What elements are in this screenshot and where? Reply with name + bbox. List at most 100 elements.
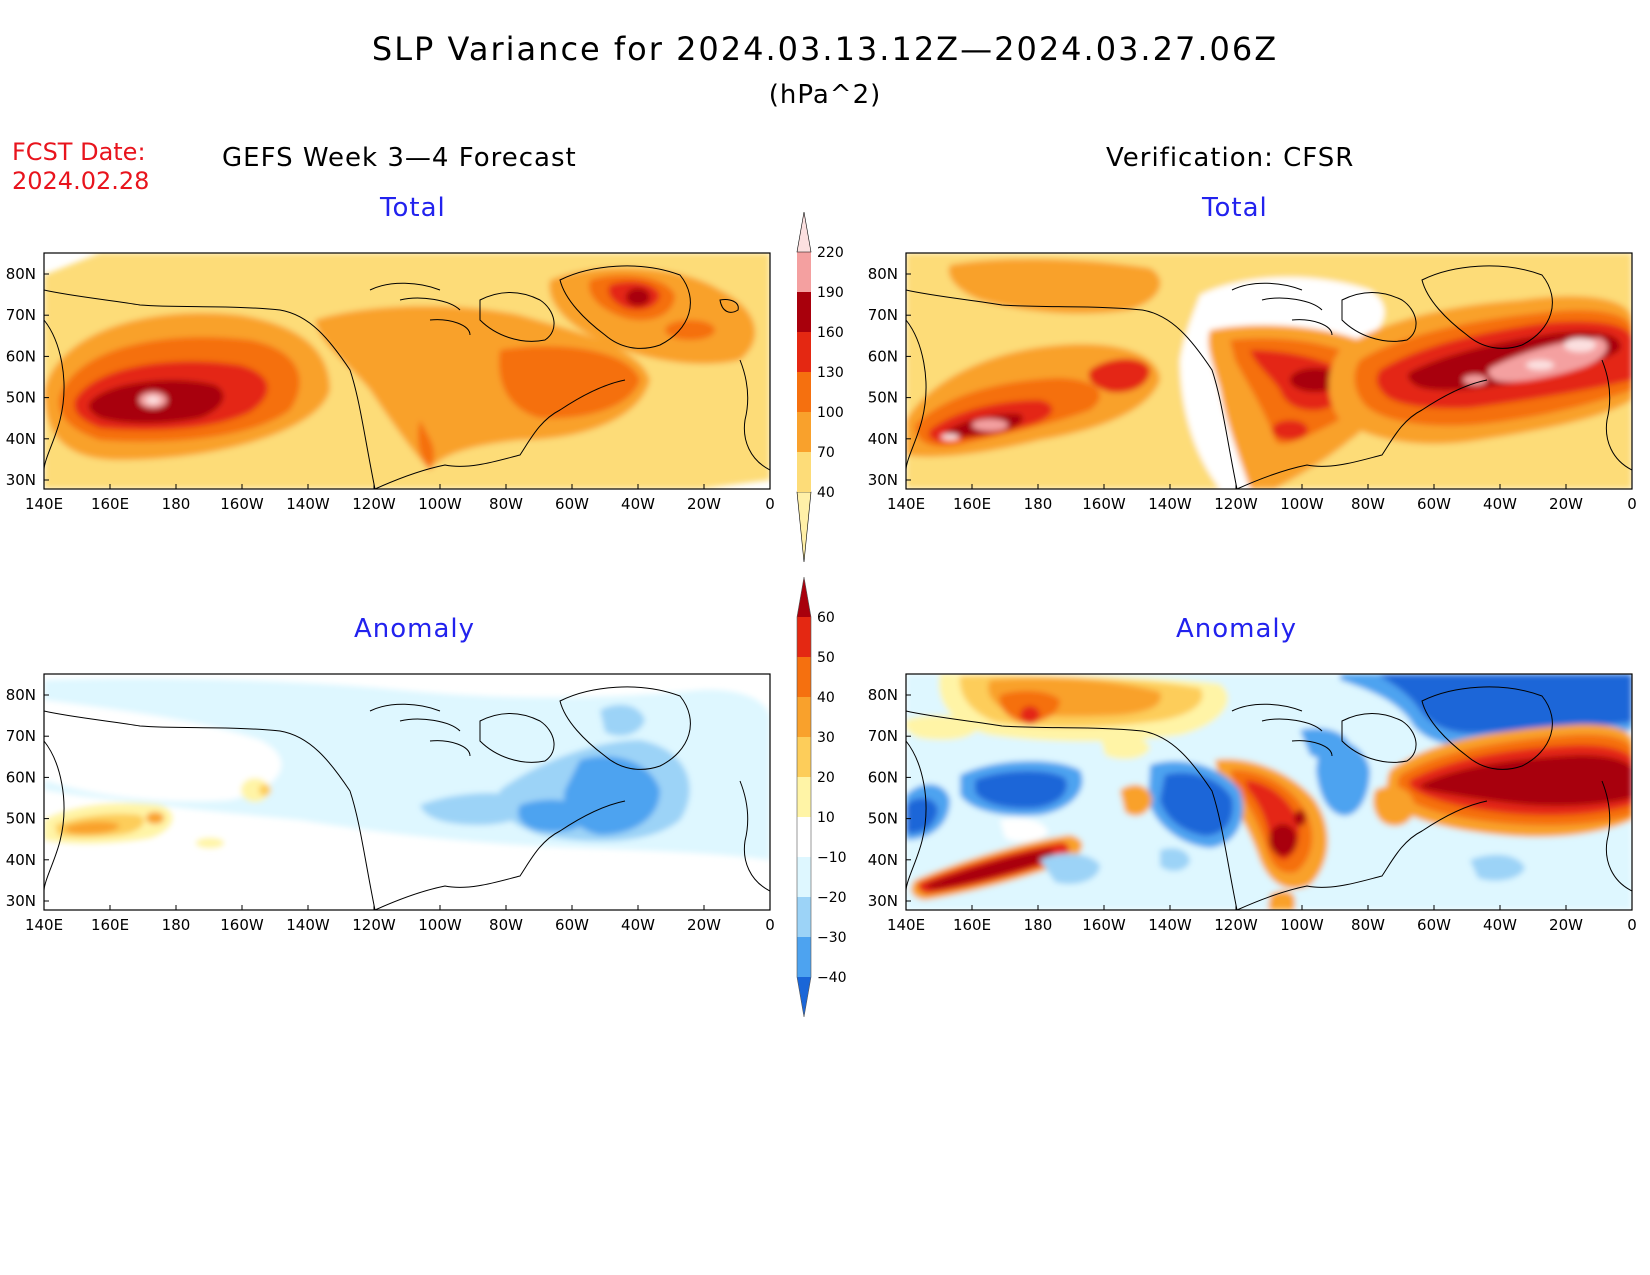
lon-tick-label: 80W bbox=[489, 495, 523, 513]
lat-tick-label: 80N bbox=[868, 686, 898, 704]
right-column-title: Verification: CFSR bbox=[1106, 143, 1355, 173]
colorbar-segment bbox=[797, 657, 811, 697]
colorbar-label: −40 bbox=[817, 970, 847, 986]
lat-tick-label: 40N bbox=[868, 851, 898, 869]
colorbar-anomaly: 60 50 40 30 20 10 −10 −20 −30 −40 bbox=[796, 576, 847, 1018]
lon-tick-label: 120W bbox=[352, 495, 396, 513]
lon-tick-label: 140E bbox=[25, 916, 63, 934]
lon-tick-label: 40W bbox=[621, 495, 655, 513]
colorbar-segment bbox=[797, 577, 811, 617]
colorbar-label: −30 bbox=[817, 930, 847, 946]
colorbar-label: 70 bbox=[817, 445, 835, 461]
lon-tick-label: 140W bbox=[1148, 916, 1192, 934]
lon-tick-label: 20W bbox=[1549, 495, 1583, 513]
coastlines-bottom-left bbox=[44, 686, 770, 910]
lon-tick-label: 60W bbox=[555, 495, 589, 513]
lon-tick-label: 20W bbox=[1549, 916, 1583, 934]
colorbar-segment bbox=[797, 937, 811, 977]
lon-tick-label: 140E bbox=[887, 495, 925, 513]
coastlines-top-left bbox=[44, 265, 770, 489]
lat-tick-label: 80N bbox=[868, 265, 898, 283]
lon-tick-label: 180 bbox=[1024, 916, 1053, 934]
colorbar-label: −20 bbox=[817, 890, 847, 906]
lon-tick-label: 0 bbox=[765, 495, 775, 513]
lat-tick-label: 30N bbox=[6, 892, 36, 910]
lat-tick-label: 60N bbox=[868, 768, 898, 786]
colorbar-segment bbox=[797, 817, 811, 857]
colorbar-segment bbox=[796, 211, 812, 253]
bottom-left-panel-label: Anomaly bbox=[354, 614, 476, 644]
lon-tick-label: 140W bbox=[286, 495, 330, 513]
panel-frame bbox=[43, 252, 771, 490]
lat-tick-label: 50N bbox=[6, 389, 36, 407]
lon-tick-label: 140W bbox=[1148, 495, 1192, 513]
axes-layer: 140E 160E 180 160W 140W 120W 100W 80W 60W 40W 20W 0… bbox=[6, 265, 1637, 934]
colorbar-segment bbox=[797, 452, 811, 492]
colorbar-label: 190 bbox=[817, 285, 844, 301]
lon-tick-label: 160E bbox=[953, 495, 991, 513]
lon-tick-label: 100W bbox=[418, 916, 462, 934]
lon-tick-label: 20W bbox=[687, 495, 721, 513]
left-column-title: GEFS Week 3—4 Forecast bbox=[222, 143, 577, 173]
lon-tick-label: 100W bbox=[1280, 495, 1324, 513]
panel-forecast-total bbox=[43, 252, 771, 490]
lon-tick-label: 0 bbox=[765, 916, 775, 934]
lat-tick-label: 40N bbox=[6, 430, 36, 448]
lon-tick-label: 40W bbox=[1483, 916, 1517, 934]
colorbar-label: 40 bbox=[817, 690, 835, 706]
colorbar-outline bbox=[796, 576, 812, 1018]
lon-tick-label: 120W bbox=[352, 916, 396, 934]
colorbar-label: 160 bbox=[817, 325, 844, 341]
colorbar-label: 10 bbox=[817, 810, 835, 826]
lon-tick-label: 80W bbox=[489, 916, 523, 934]
lat-tick-label: 70N bbox=[6, 306, 36, 324]
colorbar-segment bbox=[797, 737, 811, 777]
lon-tick-label: 140E bbox=[25, 495, 63, 513]
lon-tick-label: 100W bbox=[418, 495, 462, 513]
lon-tick-label: 60W bbox=[1417, 495, 1451, 513]
panel-frame bbox=[43, 673, 771, 911]
colorbar-label: 100 bbox=[817, 405, 844, 421]
lon-tick-label: 180 bbox=[162, 495, 191, 513]
lon-tick-label: 80W bbox=[1351, 916, 1385, 934]
colorbar-segment bbox=[797, 412, 811, 452]
colorbar-label: 20 bbox=[817, 770, 835, 786]
colorbar-segment bbox=[797, 252, 811, 292]
colorbar-label: 220 bbox=[817, 245, 844, 261]
lat-tick-label: 70N bbox=[868, 727, 898, 745]
lat-tick-label: 60N bbox=[6, 768, 36, 786]
lon-tick-label: 20W bbox=[687, 916, 721, 934]
units-label: (hPa^2) bbox=[768, 80, 882, 110]
lat-tick-label: 30N bbox=[868, 892, 898, 910]
lat-tick-label: 50N bbox=[868, 810, 898, 828]
lon-tick-label: 160E bbox=[953, 916, 991, 934]
page-title: SLP Variance for 2024.03.13.12Z—2024.03.… bbox=[371, 30, 1279, 68]
lon-tick-label: 140E bbox=[887, 916, 925, 934]
lon-tick-label: 180 bbox=[1024, 495, 1053, 513]
lat-tick-label: 30N bbox=[6, 471, 36, 489]
lat-tick-label: 50N bbox=[868, 389, 898, 407]
lon-tick-label: 0 bbox=[1627, 495, 1637, 513]
colorbar-label: 130 bbox=[817, 365, 844, 381]
colorbar-segment bbox=[797, 777, 811, 817]
lon-tick-label: 120W bbox=[1214, 916, 1258, 934]
lat-tick-label: 80N bbox=[6, 265, 36, 283]
lat-tick-label: 30N bbox=[868, 471, 898, 489]
lon-tick-label: 160W bbox=[220, 495, 264, 513]
top-left-panel-label: Total bbox=[380, 193, 446, 223]
colorbar-label: −10 bbox=[817, 850, 847, 866]
lat-tick-label: 40N bbox=[868, 430, 898, 448]
bottom-right-panel-label: Anomaly bbox=[1176, 614, 1298, 644]
colorbar-total: 40 70 100 130 160 190 220 bbox=[796, 211, 844, 563]
colorbar-segment bbox=[797, 977, 811, 1017]
fcst-date-label: FCST Date: bbox=[12, 138, 146, 166]
top-right-panel-label: Total bbox=[1202, 193, 1268, 223]
colorbar-label: 50 bbox=[817, 650, 835, 666]
lon-tick-label: 60W bbox=[555, 916, 589, 934]
colorbar-segment bbox=[797, 897, 811, 937]
lon-tick-label: 80W bbox=[1351, 495, 1385, 513]
fcst-date: FCST Date: 2024.02.28 bbox=[12, 138, 149, 196]
lat-tick-label: 60N bbox=[868, 347, 898, 365]
panel-frame bbox=[905, 673, 1633, 911]
colorbar-label: 60 bbox=[817, 610, 835, 626]
